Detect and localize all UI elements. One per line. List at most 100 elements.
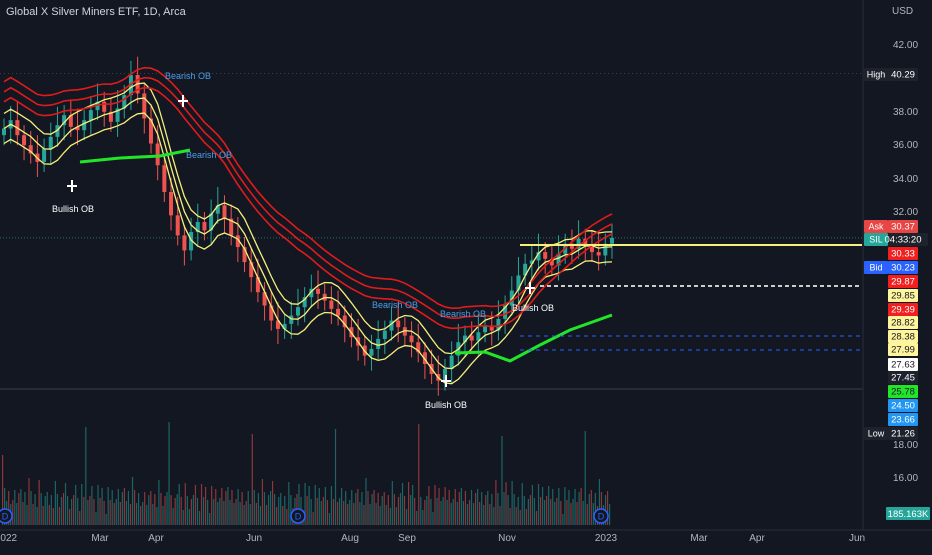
volume-bar [178, 484, 180, 525]
volume-bar [408, 482, 410, 525]
candle-body [222, 205, 227, 219]
volume-bar [556, 498, 558, 525]
volume-bar [209, 513, 211, 525]
candle-body [175, 215, 180, 236]
volume-bar [172, 508, 174, 525]
candle-body [82, 120, 87, 131]
volume-bar [373, 490, 375, 525]
volume-bar [345, 491, 347, 525]
volume-bar [50, 495, 52, 525]
volume-bar [306, 496, 308, 525]
volume-bar [198, 511, 201, 525]
volume-bar [62, 493, 65, 525]
candle-body [449, 355, 454, 369]
volume-bar [77, 498, 79, 525]
volume-bar [259, 506, 262, 525]
volume-bar [263, 492, 266, 525]
price-label-badge: 27.99 [888, 343, 918, 356]
volume-bar [389, 508, 391, 525]
volume-bar [117, 489, 119, 525]
volume-bar [81, 484, 83, 525]
candle-body [596, 252, 601, 256]
candle-body [336, 308, 341, 316]
price-value-text: 40.29 [891, 70, 915, 81]
volume-bar [194, 485, 197, 525]
candle-body [469, 335, 474, 341]
candle-body [275, 320, 280, 329]
volume-bar [101, 488, 103, 525]
volume-bar [166, 492, 168, 525]
candle-body [583, 238, 588, 246]
volume-bar [182, 510, 184, 525]
volume-bar [336, 502, 339, 525]
volume-bar [377, 493, 379, 525]
candle-body [389, 320, 394, 331]
volume-bar [284, 496, 286, 525]
candle-body [549, 258, 554, 266]
volume-bar [158, 480, 160, 525]
time-axis-label: Apr [749, 533, 765, 544]
volume-bar [241, 492, 243, 525]
volume-bar [66, 496, 69, 525]
volume-bar [320, 501, 322, 525]
volume-bar [539, 497, 542, 525]
candle-body [422, 352, 427, 364]
red-ribbon-line-2 [3, 66, 613, 310]
volume-bar [154, 494, 156, 525]
volume-bar [34, 494, 36, 525]
candle-body [329, 300, 334, 309]
volume-bar [552, 489, 554, 525]
candle-body [215, 205, 220, 214]
volume-bar [140, 506, 142, 525]
volume-bar [456, 502, 458, 525]
volume-bar [438, 488, 440, 525]
price-value-bg [888, 385, 918, 398]
volume-bar [32, 504, 34, 525]
volume-bar [200, 484, 203, 525]
volume-bar [253, 490, 255, 525]
volume-bar [332, 499, 335, 525]
volume-bar [452, 499, 454, 525]
volume-bar [75, 485, 77, 525]
price-value-bg [888, 399, 918, 412]
volume-bar [146, 505, 148, 525]
volume-bar [436, 498, 438, 525]
price-label-badge: 28.82 [888, 316, 918, 329]
volume-bar [286, 509, 288, 525]
volume-bar [578, 492, 580, 525]
volume-bar [493, 507, 495, 525]
ob-annotation-label: Bearish OB [186, 150, 232, 160]
volume-bar [375, 503, 377, 525]
volume-bar [410, 495, 412, 525]
volume-bar [446, 500, 448, 525]
event-marker-glyph: D [2, 512, 9, 522]
volume-bar [160, 493, 162, 525]
price-value-text: 27.99 [891, 345, 915, 356]
volume-bar [231, 490, 233, 525]
volume-bar [168, 422, 170, 525]
candle-body [483, 325, 488, 333]
price-tag-text: Ask [868, 222, 884, 232]
volume-bar [135, 503, 138, 525]
volume-bar [95, 512, 97, 525]
volume-bar [361, 492, 363, 525]
volume-bar [180, 497, 182, 525]
volume-bar [448, 490, 450, 525]
volume-bar [381, 496, 383, 525]
candle-body [75, 126, 80, 131]
volume-bar [359, 502, 361, 525]
price-value-text: 30.37 [891, 222, 915, 233]
volume-bar [517, 497, 519, 525]
volume-label-text: 185.163K [888, 509, 929, 520]
price-value-bg [888, 289, 918, 302]
volume-bar [318, 488, 320, 525]
volume-bar [115, 499, 117, 525]
volume-bar [442, 497, 444, 525]
price-value-bg [888, 371, 918, 384]
ob-annotation-label: Bullish OB [425, 400, 467, 410]
volume-bar [176, 494, 178, 525]
volume-bar [470, 490, 473, 525]
candle-body [255, 277, 260, 293]
